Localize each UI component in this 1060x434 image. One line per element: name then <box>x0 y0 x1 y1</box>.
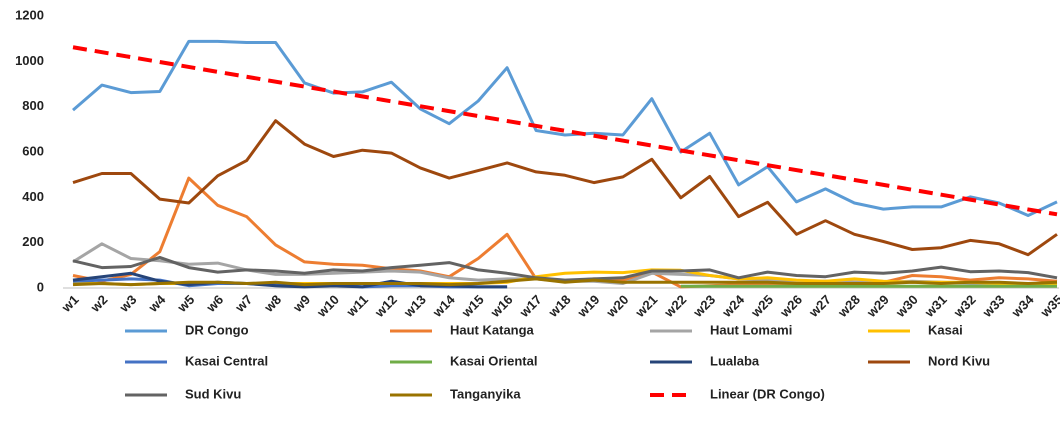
series-line <box>72 39 1058 217</box>
x-tick-label: w26 <box>776 292 805 321</box>
legend-label: Tanganyika <box>450 386 521 401</box>
x-tick-label: w16 <box>487 292 516 321</box>
legend-label: Haut Katanga <box>450 322 535 337</box>
x-tick-label: w5 <box>174 292 198 316</box>
x-tick-label: w22 <box>661 292 690 321</box>
series-line <box>72 119 1058 257</box>
x-tick-label: w25 <box>747 292 776 321</box>
x-tick-label: w6 <box>203 292 227 316</box>
legend-label: Haut Lomami <box>710 322 792 337</box>
x-tick-label: w29 <box>863 292 892 321</box>
y-tick-label: 400 <box>22 189 44 204</box>
y-tick-label: 1000 <box>15 53 44 68</box>
x-tick-label: w21 <box>632 292 661 321</box>
legend-label: Lualaba <box>710 353 760 368</box>
legend-label: Nord Kivu <box>928 353 990 368</box>
x-tick-label: w27 <box>805 292 834 321</box>
y-tick-label: 0 <box>37 279 44 294</box>
x-tick-label: w14 <box>429 291 458 320</box>
y-tick-label: 800 <box>22 98 44 113</box>
x-tick-label: w9 <box>290 292 314 316</box>
x-tick-label: w4 <box>145 291 169 315</box>
x-tick-label: w32 <box>950 292 979 321</box>
x-tick-label: w3 <box>116 292 140 316</box>
trend-line <box>72 45 1058 217</box>
legend-label: Kasai Oriental <box>450 353 537 368</box>
series-line <box>72 271 508 289</box>
legend-label: Kasai Central <box>185 353 268 368</box>
legend-label: Linear (DR Congo) <box>710 386 825 401</box>
legend-label: DR Congo <box>185 322 249 337</box>
x-tick-label: w30 <box>892 292 921 321</box>
x-tick-label: w8 <box>261 292 285 316</box>
x-tick-label: w18 <box>545 292 574 321</box>
x-tick-label: w10 <box>313 292 342 321</box>
x-tick-label: w34 <box>1008 291 1037 320</box>
x-tick-label: w1 <box>58 292 82 316</box>
x-tick-label: w35 <box>1037 292 1060 321</box>
legend-label: Kasai <box>928 322 963 337</box>
x-tick-label: w13 <box>400 292 429 321</box>
x-tick-label: w11 <box>343 292 371 320</box>
y-tick-label: 600 <box>22 143 44 158</box>
x-tick-label: w19 <box>574 292 603 321</box>
series-line <box>72 255 1058 282</box>
x-tick-label: w15 <box>458 292 487 321</box>
x-tick-label: w7 <box>232 292 256 316</box>
x-tick-label: w24 <box>719 291 748 320</box>
x-tick-label: w20 <box>603 292 632 321</box>
series-line <box>72 277 1058 287</box>
x-tick-label: w2 <box>87 292 111 316</box>
y-tick-label: 200 <box>22 234 44 249</box>
x-tick-label: w31 <box>921 292 950 321</box>
x-tick-label: w17 <box>516 292 545 321</box>
x-tick-label: w28 <box>834 292 863 321</box>
x-tick-label: w23 <box>690 292 719 321</box>
x-tick-label: w33 <box>979 292 1008 321</box>
x-tick-label: w12 <box>371 292 400 321</box>
y-tick-label: 1200 <box>15 7 44 22</box>
legend-label: Sud Kivu <box>185 386 241 401</box>
